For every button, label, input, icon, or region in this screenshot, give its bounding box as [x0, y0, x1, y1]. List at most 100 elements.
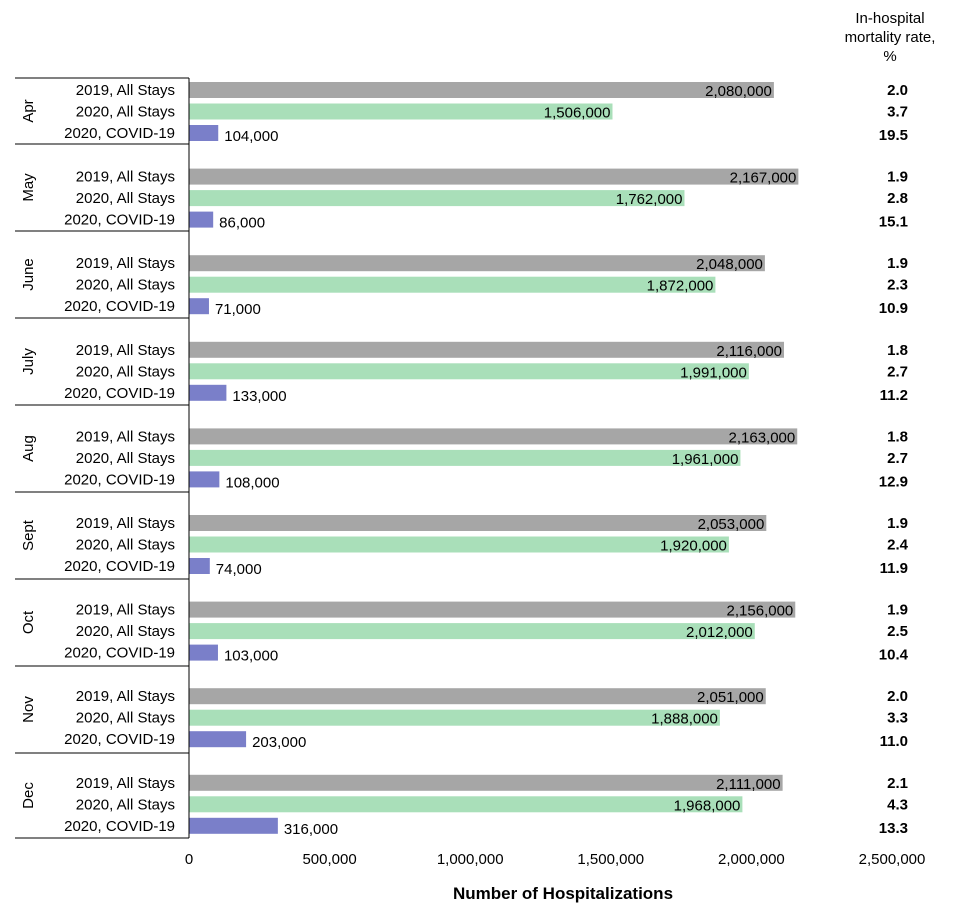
series-label: 2020, All Stays: [76, 277, 175, 294]
series-label: 2019, All Stays: [76, 515, 175, 532]
month-label: Oct: [20, 610, 37, 634]
series-label: 2020, All Stays: [76, 363, 175, 380]
mortality-value: 10.4: [879, 647, 909, 664]
month-label: June: [20, 258, 37, 291]
bar: [189, 709, 720, 726]
mortality-value: 1.9: [887, 515, 908, 532]
mortality-header-line: mortality rate,: [845, 29, 936, 46]
bar: [189, 363, 749, 380]
data-label: 1,762,000: [616, 191, 683, 208]
mortality-value: 10.9: [879, 300, 908, 317]
bar: [189, 125, 219, 141]
mortality-header-line: %: [883, 48, 896, 65]
bar: [189, 103, 613, 120]
data-label: 203,000: [252, 734, 306, 751]
mortality-value: 2.1: [887, 775, 908, 792]
bar: [189, 731, 247, 748]
mortality-value: 11.2: [880, 387, 908, 404]
data-label: 2,012,000: [686, 624, 753, 641]
x-axis-title: Number of Hospitalizations: [453, 884, 673, 903]
series-label: 2019, All Stays: [76, 602, 175, 619]
data-label: 2,156,000: [727, 603, 794, 620]
series-label: 2019, All Stays: [76, 255, 175, 272]
mortality-value: 2.0: [887, 688, 908, 705]
mortality-value: 12.9: [879, 473, 908, 490]
data-label: 104,000: [224, 128, 278, 145]
month-label: Aug: [20, 435, 37, 462]
data-label: 2,163,000: [729, 429, 796, 446]
bar: [189, 428, 798, 445]
series-label: 2020, COVID-19: [64, 818, 175, 835]
series-label: 2020, All Stays: [76, 104, 175, 121]
series-label: 2019, All Stays: [76, 82, 175, 99]
mortality-value: 11.9: [880, 560, 908, 577]
series-label: 2020, COVID-19: [64, 558, 175, 575]
mortality-value: 1.9: [887, 169, 908, 186]
series-label: 2020, All Stays: [76, 537, 175, 554]
x-tick-label: 500,000: [302, 851, 356, 868]
month-label: July: [20, 348, 37, 375]
bar: [189, 623, 755, 640]
month-label: May: [20, 173, 37, 202]
series-label: 2019, All Stays: [76, 775, 175, 792]
data-label: 108,000: [225, 474, 279, 491]
series-label: 2020, COVID-19: [64, 298, 175, 315]
month-label: Apr: [20, 99, 37, 122]
series-label: 2020, COVID-19: [64, 212, 175, 229]
mortality-value: 4.3: [887, 796, 908, 813]
month-label: Dec: [20, 782, 37, 809]
data-label: 1,961,000: [672, 451, 739, 468]
bar: [189, 644, 218, 661]
data-label: 1,968,000: [674, 797, 741, 814]
series-label: 2019, All Stays: [76, 342, 175, 359]
data-label: 2,080,000: [705, 83, 772, 100]
bar: [189, 255, 765, 272]
data-label: 86,000: [219, 215, 265, 232]
bar: [189, 82, 774, 98]
data-label: 71,000: [215, 301, 261, 318]
bar: [189, 774, 783, 791]
mortality-value: 3.7: [887, 104, 908, 121]
bar: [189, 471, 220, 488]
series-label: 2020, All Stays: [76, 450, 175, 467]
month-label: Sept: [20, 519, 37, 551]
bar: [189, 688, 766, 705]
series-label: 2019, All Stays: [76, 688, 175, 705]
mortality-value: 3.3: [887, 710, 908, 727]
data-label: 2,167,000: [730, 170, 797, 187]
data-label: 133,000: [232, 388, 286, 405]
data-label: 1,888,000: [651, 711, 718, 728]
mortality-value: 2.4: [887, 537, 909, 554]
mortality-value: 2.0: [887, 82, 908, 99]
series-label: 2020, All Stays: [76, 710, 175, 727]
x-tick-label: 2,500,000: [859, 851, 926, 868]
bar: [189, 515, 767, 531]
series-label: 2019, All Stays: [76, 169, 175, 186]
bar: [189, 190, 685, 207]
bar: [189, 449, 741, 466]
mortality-value: 2.3: [887, 277, 908, 294]
mortality-value: 15.1: [879, 214, 908, 231]
mortality-value: 13.3: [879, 820, 908, 837]
series-label: 2020, COVID-19: [64, 125, 175, 142]
series-label: 2020, All Stays: [76, 623, 175, 640]
data-label: 2,051,000: [697, 689, 764, 706]
mortality-value: 11.0: [880, 733, 908, 750]
data-label: 2,111,000: [716, 776, 781, 793]
mortality-value: 1.9: [887, 255, 908, 272]
bar: [189, 536, 729, 553]
series-label: 2020, All Stays: [76, 796, 175, 813]
mortality-value: 2.7: [887, 450, 908, 467]
mortality-value: 2.8: [887, 190, 908, 207]
bar: [189, 341, 785, 358]
bar: [189, 384, 227, 401]
mortality-value: 1.9: [887, 602, 908, 619]
mortality-value: 1.8: [887, 428, 908, 445]
bar: [189, 168, 799, 185]
series-label: 2020, COVID-19: [64, 731, 175, 748]
data-label: 1,920,000: [660, 538, 727, 555]
bar: [189, 298, 209, 315]
x-tick-label: 2,000,000: [718, 851, 785, 868]
